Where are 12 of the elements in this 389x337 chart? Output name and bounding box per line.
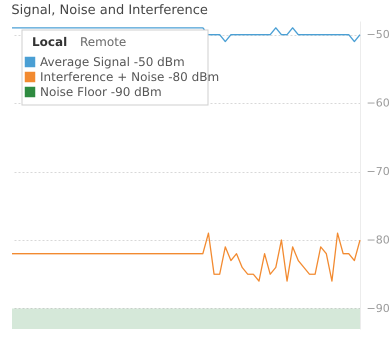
legend-label: Noise Floor -90 dBm: [40, 85, 162, 99]
y-tick-label: −50: [366, 28, 389, 42]
y-tick-label: −60: [366, 96, 389, 110]
annotation: Remote: [80, 35, 126, 49]
y-tick-label: −80: [366, 234, 389, 247]
legend-label: Average Signal -50 dBm: [40, 55, 185, 69]
line-series: [11, 232, 361, 282]
y-tick-label: −70: [366, 165, 389, 178]
chart-title: Signal, Noise and Interference: [11, 3, 208, 18]
y-tick-label: −90: [366, 302, 389, 315]
annotation: Local: [32, 35, 68, 49]
legend-label: Interference + Noise -80 dBm: [40, 70, 220, 84]
